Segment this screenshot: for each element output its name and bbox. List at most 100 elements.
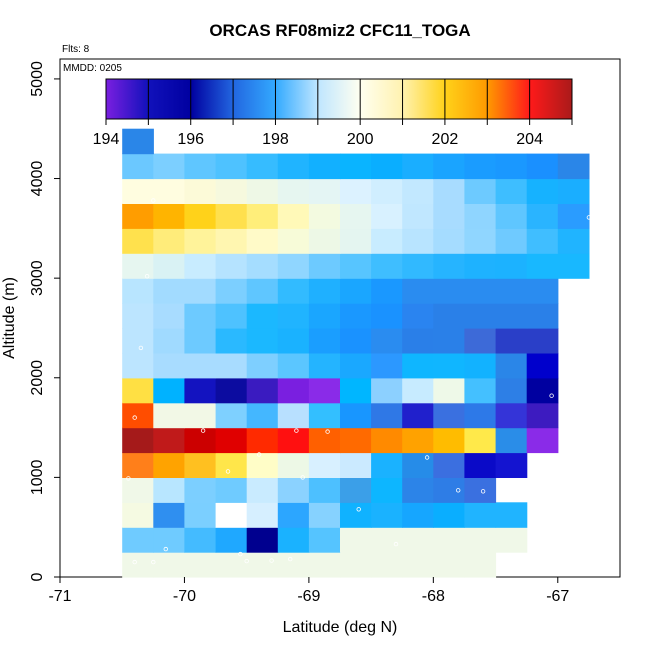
- heatmap-cell: [153, 377, 185, 404]
- heatmap-cell: [464, 203, 497, 229]
- y-tick-label: 2000: [29, 360, 46, 396]
- heatmap-cell: [277, 452, 310, 478]
- heatmap-cell: [246, 452, 279, 478]
- flights-label: Flts: 8: [62, 44, 90, 55]
- heatmap-cell: [402, 527, 434, 553]
- heatmap-cell: [184, 427, 217, 454]
- heatmap-cell: [246, 203, 279, 229]
- heatmap-cell: [433, 303, 465, 329]
- heatmap-cell: [122, 253, 154, 279]
- flight-points: [126, 198, 592, 565]
- heatmap-cell: [557, 153, 590, 180]
- heatmap-cell: [122, 153, 154, 180]
- heatmap-cell: [495, 153, 528, 180]
- heatmap-cell: [122, 527, 154, 553]
- heatmap-cell: [184, 178, 217, 204]
- heatmap-cell: [277, 527, 310, 553]
- heatmap-cell: [184, 402, 217, 429]
- flight-point: [256, 452, 262, 457]
- heatmap-cell: [371, 477, 403, 503]
- heatmap-cell: [402, 477, 434, 503]
- heatmap-cell: [464, 552, 497, 578]
- heatmap-cell: [122, 427, 154, 454]
- colorbar-tick-label: 200: [347, 131, 374, 148]
- flight-point: [132, 559, 137, 565]
- heatmap-cell: [122, 203, 154, 229]
- heatmap-cell: [308, 552, 341, 578]
- heatmap-cell: [215, 527, 248, 553]
- heatmap-cell: [495, 352, 528, 379]
- y-tick-label: 1000: [29, 459, 46, 495]
- flight-point: [144, 274, 150, 279]
- flight-point: [424, 455, 430, 460]
- heatmap-cell: [246, 303, 279, 329]
- heatmap-cell: [340, 178, 372, 204]
- heatmap-cell: [277, 328, 310, 354]
- heatmap-cell: [122, 477, 154, 503]
- heatmap-cell: [557, 203, 590, 229]
- heatmap-cell: [308, 452, 341, 478]
- heatmap-cell: [215, 427, 248, 454]
- heatmap-cell: [464, 452, 497, 478]
- heatmap-cell: [495, 377, 528, 404]
- heatmap-cell: [340, 328, 372, 354]
- heatmap-cell: [464, 228, 497, 254]
- flight-point: [132, 415, 137, 420]
- heatmap-cell: [277, 228, 310, 254]
- heatmap-cell: [340, 477, 372, 503]
- heatmap-cell: [402, 452, 434, 478]
- heatmap-cell: [495, 253, 528, 279]
- heatmap-cell: [495, 527, 528, 553]
- heatmap-cell: [277, 502, 310, 528]
- x-tick-label: -68: [422, 588, 445, 605]
- colorbar-tick-label: 194: [93, 131, 120, 148]
- heatmap-cell: [526, 253, 559, 279]
- heatmap-cell: [153, 303, 185, 329]
- heatmap-cell: [215, 377, 248, 404]
- heatmap-cell: [433, 552, 465, 578]
- heatmap-cell: [371, 278, 403, 304]
- colorbar: 194 196 198 200 202 204: [93, 78, 573, 148]
- heatmap-cell: [402, 278, 434, 304]
- heatmap-cell: [246, 278, 279, 304]
- heatmap-cell: [277, 427, 310, 454]
- heatmap-cell: [184, 153, 217, 180]
- flight-point: [200, 428, 206, 433]
- heatmap-cell: [433, 352, 465, 379]
- heatmap-cell: [215, 228, 248, 254]
- heatmap-cell: [153, 402, 185, 429]
- heatmap-cell: [153, 352, 185, 379]
- x-axis: -71 -70 -69 -68 -67: [48, 577, 569, 605]
- heatmap-cell: [526, 153, 559, 180]
- heatmap-cell: [402, 328, 434, 354]
- heatmap-cell: [526, 402, 559, 429]
- heatmap-cell: [215, 178, 248, 204]
- heatmap-cell: [340, 228, 372, 254]
- heatmap-cells: [122, 128, 590, 578]
- heatmap-cell: [215, 402, 248, 429]
- heatmap-cell: [215, 452, 248, 478]
- heatmap-cell: [433, 328, 465, 354]
- heatmap-cell: [184, 328, 217, 354]
- heatmap-cell: [371, 153, 403, 180]
- flight-point: [138, 345, 144, 351]
- heatmap-cell: [277, 303, 310, 329]
- y-axis-label: Altitude (m): [1, 277, 18, 359]
- heatmap-cell: [371, 328, 403, 354]
- heatmap-cell: [184, 502, 217, 528]
- heatmap-cell: [464, 253, 497, 279]
- heatmap-cell: [526, 377, 559, 404]
- heatmap-cell: [246, 552, 279, 578]
- heatmap-cell: [122, 178, 154, 204]
- heatmap-cell: [495, 402, 528, 429]
- flight-point: [586, 215, 592, 220]
- heatmap-cell: [371, 452, 403, 478]
- flight-point: [393, 541, 399, 547]
- heatmap-cell: [184, 303, 217, 329]
- heatmap-cell: [526, 427, 559, 454]
- heatmap-cell: [464, 477, 497, 503]
- heatmap-cell: [153, 427, 185, 454]
- heatmap-cell: [122, 552, 154, 578]
- heatmap-cell: [371, 427, 403, 454]
- heatmap-cell: [184, 352, 217, 379]
